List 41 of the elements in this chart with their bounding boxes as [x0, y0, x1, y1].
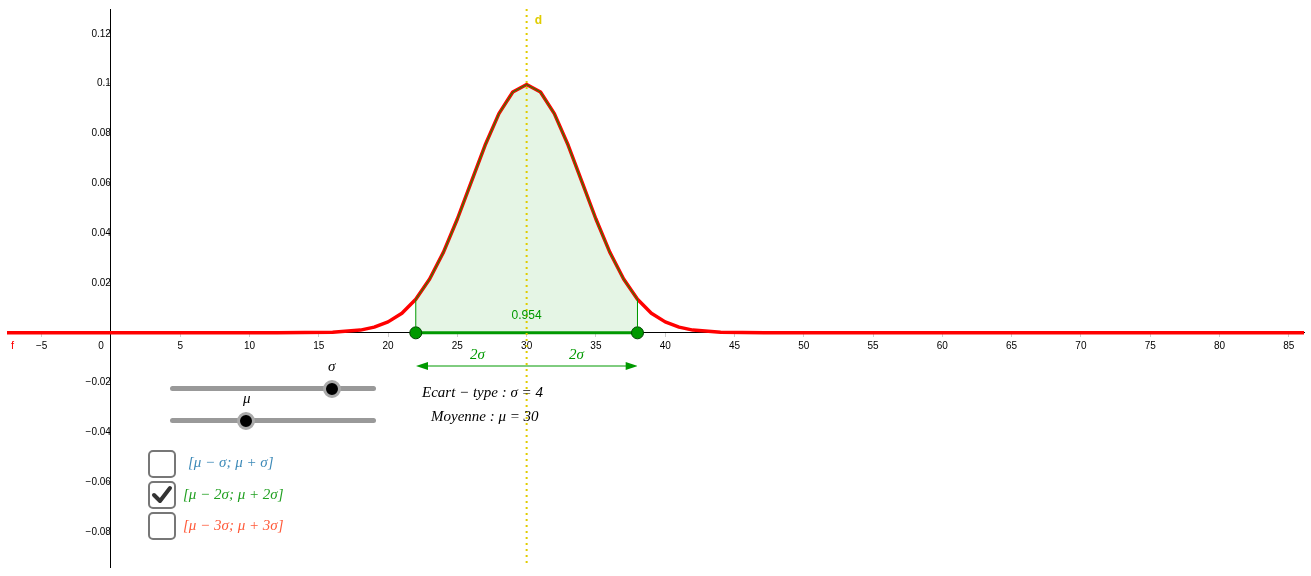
x-tick-label: 10 — [243, 339, 256, 351]
x-tick-label: 65 — [1006, 339, 1018, 351]
y-tick-label: 0.04 — [91, 226, 112, 238]
x-tick-label: −5 — [35, 339, 48, 351]
y-tick-label: 0.06 — [91, 177, 112, 189]
annotation: 2σ — [470, 346, 485, 363]
annotation: 0.954 — [511, 308, 542, 323]
x-tick-label: 25 — [451, 339, 464, 351]
annotation: μ — [243, 390, 251, 407]
annotation: Moyenne : μ = 30 — [431, 408, 539, 425]
x-tick-label: 35 — [590, 339, 602, 351]
x-tick-label: 75 — [1144, 339, 1157, 351]
annotation: 2σ — [569, 346, 584, 363]
y-tick-label: 0.1 — [97, 77, 112, 89]
y-tick-label: −0.04 — [85, 426, 112, 438]
y-tick-label: 0.02 — [91, 276, 112, 288]
y-tick-label: 0.12 — [91, 27, 112, 39]
x-tick-label: 70 — [1075, 339, 1087, 351]
y-tick-label: 0.08 — [91, 127, 112, 139]
x-tick-label: 85 — [1283, 339, 1295, 351]
annotation: [μ − 2σ; μ + 2σ] — [183, 486, 284, 503]
annotation: [μ − σ; μ + σ] — [188, 454, 274, 471]
x-tick-label: 45 — [728, 339, 741, 351]
annotation: [μ − 3σ; μ + 3σ] — [183, 517, 284, 534]
x-tick-label: 30 — [521, 339, 533, 351]
x-tick-label: 40 — [659, 339, 672, 351]
x-tick-label: 50 — [798, 339, 810, 351]
annotation: σ — [328, 358, 336, 375]
x-tick-label: 5 — [177, 339, 184, 351]
x-tick-label: 20 — [382, 339, 395, 351]
annotation: Ecart − type : σ = 4 — [422, 384, 543, 401]
ref-line-label: d — [534, 13, 542, 27]
x-tick-label: 0 — [98, 339, 105, 351]
x-tick-label: 15 — [313, 339, 325, 351]
y-tick-label: −0.06 — [85, 476, 112, 488]
x-tick-label: 55 — [867, 339, 880, 351]
y-tick-label: −0.02 — [85, 376, 112, 388]
x-tick-label: 80 — [1213, 339, 1226, 351]
series-label: f — [11, 338, 15, 351]
x-tick-label: 60 — [936, 339, 949, 351]
y-tick-label: −0.08 — [85, 525, 112, 537]
